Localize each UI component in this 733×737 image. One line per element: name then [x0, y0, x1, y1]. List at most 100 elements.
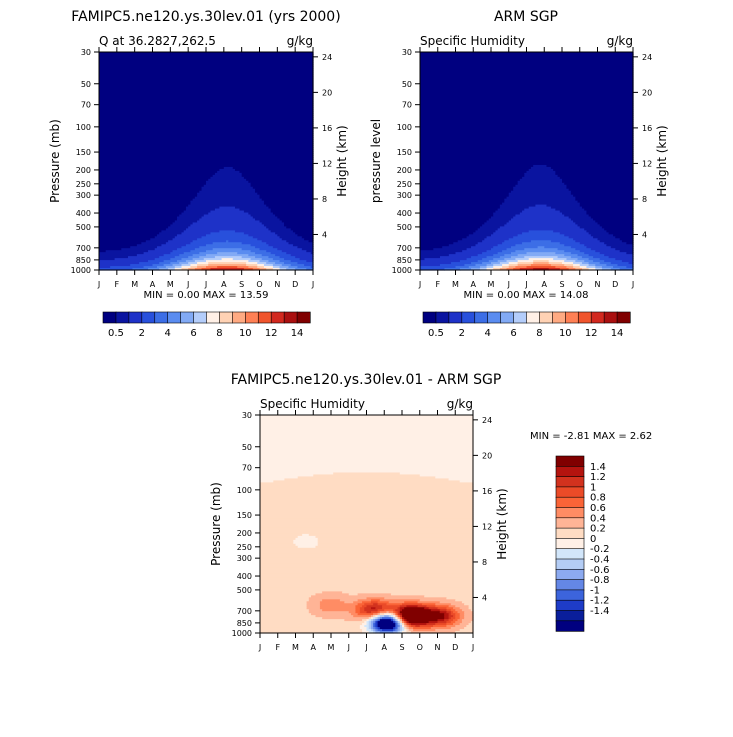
heatmap-cell	[435, 605, 450, 608]
heatmap-cell	[286, 268, 296, 271]
heatmap-cell	[420, 137, 634, 140]
heatmap-cell	[188, 256, 200, 259]
heatmap-cell	[379, 613, 385, 616]
heatmap-cell	[185, 208, 216, 212]
heatmap-cell	[172, 238, 198, 241]
heatmap-cell	[528, 230, 554, 233]
heatmap-cell	[482, 224, 505, 227]
heatmap-cell	[260, 619, 345, 622]
heatmap-cell	[257, 264, 265, 267]
heatmap-cell	[420, 85, 634, 89]
y2-tick-label: 12	[322, 159, 332, 168]
heatmap-cell	[426, 623, 436, 626]
heatmap-cell	[377, 613, 381, 616]
heatmap-cell	[420, 127, 634, 130]
heatmap-cell	[199, 252, 218, 255]
heatmap-cell	[243, 210, 272, 214]
heatmap-cell	[459, 613, 465, 616]
heatmap-cell	[317, 537, 474, 541]
heatmap-cell	[260, 490, 474, 493]
heatmap-cell	[260, 583, 474, 587]
heatmap-cell	[259, 268, 267, 271]
heatmap-cell	[99, 176, 212, 180]
heatmap-cell	[260, 494, 474, 497]
heatmap-cell	[397, 615, 401, 618]
heatmap-cell	[446, 597, 474, 600]
heatmap-cell	[393, 627, 396, 630]
heatmap-cell	[406, 621, 410, 624]
heatmap-cell	[562, 262, 574, 265]
heatmap-cell	[430, 627, 452, 630]
heatmap-cell	[386, 603, 403, 606]
heatmap-cell	[420, 111, 634, 115]
colorbar-label: 0.4	[590, 513, 606, 524]
heatmap-cell	[395, 609, 401, 612]
colorbar-label: 0.8	[590, 493, 606, 504]
heatmap-cell	[420, 81, 634, 85]
colorbar-swatch	[526, 311, 541, 324]
heatmap-cell	[504, 254, 519, 257]
heatmap-cell	[260, 418, 474, 422]
heatmap-cell	[260, 415, 474, 418]
heatmap-cell	[174, 236, 203, 239]
heatmap-cell	[260, 605, 308, 608]
heatmap-cell	[260, 488, 474, 491]
heatmap-cell	[420, 155, 634, 158]
heatmap-cell	[399, 613, 403, 616]
heatmap-cell	[517, 180, 563, 184]
heatmap-cell	[197, 266, 207, 269]
heatmap-cell	[308, 533, 474, 537]
y-tick-label: 100	[237, 486, 252, 495]
heatmap-cell	[275, 262, 285, 265]
heatmap-cell	[306, 607, 321, 610]
colorbar-swatch	[435, 311, 450, 324]
heatmap-cell	[190, 242, 214, 245]
colorbar-swatch	[555, 610, 585, 622]
heatmap-cell	[181, 264, 191, 267]
heatmap-cell	[250, 258, 263, 261]
heatmap-cell	[281, 264, 292, 267]
heatmap-cell	[99, 145, 314, 148]
heatmap-cell	[537, 246, 545, 249]
chart-title: FAMIPC5.ne120.ys.30lev.01 (yrs 2000)	[71, 9, 340, 25]
heatmap-cell	[420, 113, 634, 117]
heatmap-cell	[420, 176, 523, 180]
colorbar-swatch	[487, 311, 502, 324]
heatmap-cell	[573, 266, 581, 269]
heatmap-cell	[217, 170, 241, 174]
heatmap-cell	[99, 266, 111, 269]
heatmap-cell	[260, 520, 474, 523]
heatmap-cell	[234, 230, 272, 233]
colorbar-label: 14	[611, 328, 624, 339]
heatmap-cell	[260, 621, 365, 624]
heatmap-cell	[499, 226, 581, 229]
heatmap-cell	[208, 178, 247, 182]
heatmap-cell	[533, 268, 550, 271]
heatmap-cell	[99, 238, 151, 241]
heatmap-cell	[165, 266, 176, 269]
heatmap-cell	[260, 446, 474, 450]
heatmap-cell	[206, 250, 252, 253]
y-axis-title: Pressure (mb)	[209, 482, 223, 566]
heatmap-cell	[99, 83, 314, 87]
heatmap-cell	[170, 224, 191, 227]
heatmap-cell	[420, 99, 634, 103]
heatmap-cell	[457, 240, 483, 243]
heatmap-cell	[99, 212, 183, 216]
heatmap-cell	[266, 250, 283, 253]
heatmap-cell	[139, 262, 160, 265]
heatmap-cell	[99, 250, 107, 253]
heatmap-cell	[439, 609, 447, 612]
heatmap-cell	[279, 260, 292, 263]
heatmap-cell	[384, 613, 392, 616]
heatmap-cell	[510, 246, 539, 249]
heatmap-cell	[420, 202, 503, 206]
heatmap-cell	[555, 170, 634, 174]
heatmap-cell	[402, 627, 405, 630]
heatmap-cell	[263, 224, 285, 227]
heatmap-cell	[420, 75, 634, 79]
heatmap-cell	[586, 246, 612, 249]
heatmap-cell	[397, 623, 401, 626]
heatmap-cell	[99, 268, 134, 271]
heatmap-cell	[573, 220, 596, 224]
